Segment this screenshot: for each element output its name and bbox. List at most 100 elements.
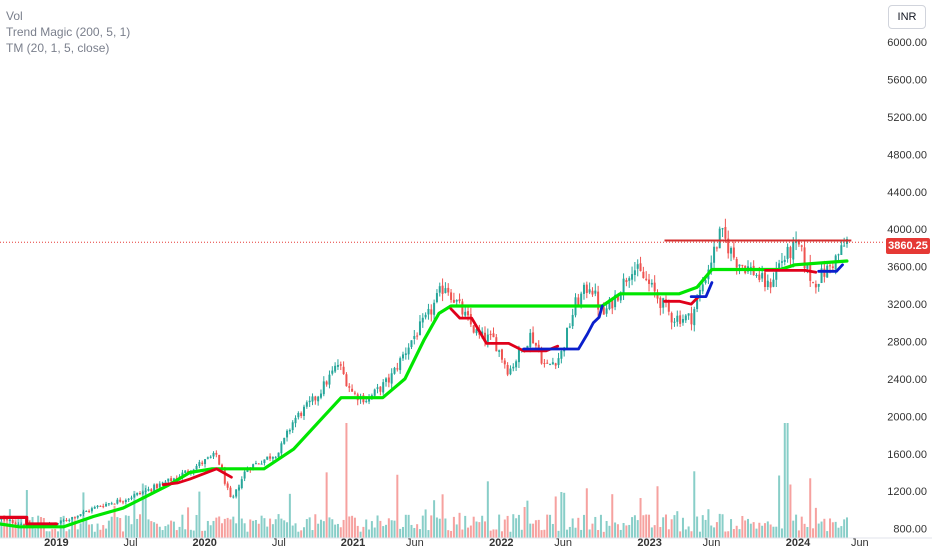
candle-body [800,245,803,247]
volume-bar [681,517,684,538]
trend-magic-200-line [0,259,849,529]
candle-body [749,266,752,268]
volume-bar [249,519,252,538]
x-tick-label: 2020 [192,537,216,549]
volume-bar [73,520,76,538]
volume-bar [433,500,436,538]
volume-bar [339,527,342,538]
candle-body [404,353,407,356]
candle-body [679,315,682,324]
candle-body [88,510,91,512]
volume-bar [252,520,255,538]
candle-body [843,245,846,247]
volume-bar [189,529,192,538]
y-tick-label: 4400.00 [887,187,927,199]
candle-body [438,286,441,293]
volume-bar [707,509,710,538]
volume-bar [28,519,31,538]
volume-bar [498,514,501,538]
volume-bar [554,496,557,538]
candle-body [105,503,108,507]
candle-body [670,313,673,323]
candle-body [59,520,62,524]
volume-bar [653,525,656,538]
candle-body [659,297,662,309]
volume-bar [812,528,815,538]
volume-bar [430,515,433,538]
candle-body [184,470,187,473]
volume-bar [814,507,817,538]
candle-body [172,478,175,481]
x-tick-label: 2021 [341,537,365,549]
volume-bar [76,529,79,538]
candle-body [252,464,255,471]
candle-body [93,506,96,509]
legend-volume[interactable]: Vol [6,9,23,23]
candle-body [195,465,198,470]
volume-bar [752,522,755,538]
volume-bar [594,516,597,538]
trend-magic-200-line [0,515,59,526]
volume-bar [96,523,99,538]
volume-bar [693,471,696,538]
candle-body [334,365,337,372]
volume-bar [715,522,718,538]
candle-body [515,361,518,368]
candle-body [212,452,215,457]
candle-body [209,456,212,458]
y-tick-label: 800.00 [893,524,927,536]
volume-bar [560,492,563,538]
volume-bar [164,526,167,538]
volume-bar [93,531,96,538]
candle-body [588,289,591,293]
volume-bar [611,494,614,538]
volume-bar [356,525,359,538]
volume-bar [690,531,693,538]
price-axis[interactable]: 800.00 1200.00 1600.00 2000.00 2400.00 2800.0… [887,37,927,536]
legend-tm[interactable]: TM (20, 1, 5, close) [6,41,110,55]
candle-body [789,247,792,258]
candle-body [382,382,385,393]
volume-bar [602,531,605,538]
candle-body [766,280,769,288]
volume-bar [673,515,676,538]
y-tick-label: 1200.00 [887,486,927,498]
volume-bar [181,514,184,538]
volume-bar [526,500,529,538]
volume-bar [523,507,526,538]
volume-bar [557,530,560,538]
candle-body [636,264,639,269]
volume-bar [416,524,419,538]
candle-body [831,266,834,268]
volume-bar [237,485,240,538]
volume-bar [209,525,212,538]
candle-body [546,362,549,364]
candle-body [155,484,158,489]
candle-body [237,487,240,490]
candle-body [204,459,207,465]
volume-bar [280,518,283,538]
candle-body [503,360,506,365]
volume-bar [6,519,9,538]
currency-button[interactable]: INR [888,5,926,29]
volume-bar [763,523,766,538]
volume-bar [277,514,280,538]
candle-body [286,430,289,438]
time-axis[interactable]: 2019 Jul 2020 Jul 2021 Jun 2022 Jun 2023 Jun 2024 J… [0,537,932,549]
candle-body [141,491,144,494]
candle-body [837,254,840,256]
candle-body [319,393,322,398]
candle-body [85,510,88,512]
candle-body [277,452,280,458]
candle-body [430,309,433,315]
candle-body [786,246,789,259]
volume-bar [362,526,365,538]
volume-bar [464,515,467,538]
candle-body [690,313,693,325]
volume-bar [588,529,591,538]
legend-trend-magic[interactable]: Trend Magic (200, 5, 1) [6,25,131,39]
candle-body [79,514,82,516]
candle-body [147,489,150,491]
volume-bar [147,519,150,538]
